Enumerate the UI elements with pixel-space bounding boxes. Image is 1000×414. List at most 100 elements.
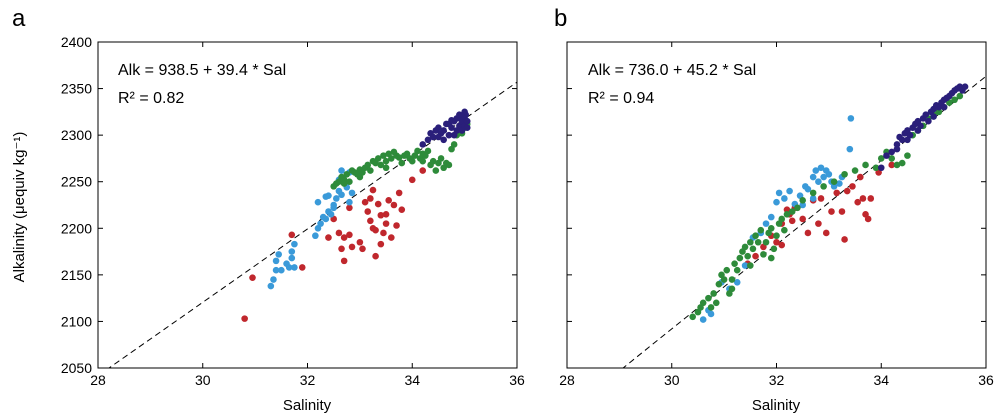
data-point bbox=[699, 316, 707, 323]
data-point bbox=[393, 222, 400, 229]
data-point bbox=[288, 254, 296, 262]
data-point bbox=[374, 200, 382, 208]
data-point bbox=[747, 262, 754, 269]
data-point bbox=[757, 226, 765, 234]
x-tick-label: 30 bbox=[664, 372, 680, 388]
data-point bbox=[877, 155, 885, 162]
data-point bbox=[752, 232, 759, 240]
data-point bbox=[450, 141, 458, 148]
data-point bbox=[893, 161, 901, 169]
data-point bbox=[883, 152, 890, 159]
data-point bbox=[762, 238, 770, 246]
y-tick-label: 2250 bbox=[61, 174, 92, 190]
data-series-1 bbox=[267, 167, 356, 290]
data-point bbox=[773, 198, 780, 206]
data-point bbox=[372, 252, 379, 260]
data-point bbox=[445, 161, 453, 169]
data-point bbox=[733, 266, 741, 274]
data-point bbox=[799, 201, 806, 209]
data-series-3 bbox=[419, 108, 471, 148]
data-point bbox=[736, 254, 744, 262]
data-point bbox=[825, 170, 833, 178]
data-point bbox=[291, 240, 298, 248]
data-point bbox=[689, 313, 696, 321]
data-point bbox=[788, 208, 796, 215]
data-point bbox=[788, 217, 796, 225]
data-point bbox=[752, 252, 759, 260]
data-point bbox=[437, 155, 445, 162]
data-series-2 bbox=[330, 120, 471, 190]
x-tick-label: 36 bbox=[509, 372, 525, 388]
y-tick-label: 2300 bbox=[61, 127, 92, 143]
data-point bbox=[762, 220, 770, 227]
data-point bbox=[786, 187, 793, 195]
data-point bbox=[374, 155, 382, 162]
data-point bbox=[815, 220, 822, 227]
data-point bbox=[877, 164, 885, 172]
data-point bbox=[448, 116, 455, 124]
data-point bbox=[804, 229, 812, 237]
y-tick-label: 2100 bbox=[61, 313, 92, 329]
data-point bbox=[898, 136, 906, 144]
data-point bbox=[463, 124, 471, 131]
data-point bbox=[843, 187, 851, 195]
equation-label: Alk = 938.5 + 39.4 * Sal bbox=[118, 62, 286, 79]
r-squared-label: R² = 0.82 bbox=[118, 90, 184, 107]
x-tick-label: 28 bbox=[559, 372, 575, 388]
data-point bbox=[285, 264, 293, 271]
data-point bbox=[956, 92, 964, 100]
data-point bbox=[838, 208, 846, 215]
data-point bbox=[408, 157, 416, 165]
x-tick-label: 30 bbox=[195, 372, 211, 388]
data-point bbox=[862, 161, 869, 169]
data-point bbox=[817, 195, 825, 202]
panel-label: b bbox=[554, 5, 567, 32]
data-series-1 bbox=[699, 115, 855, 323]
data-point bbox=[380, 229, 387, 237]
data-point bbox=[804, 185, 812, 193]
data-point bbox=[338, 245, 345, 253]
data-point bbox=[359, 245, 366, 253]
data-point bbox=[741, 243, 749, 251]
data-point bbox=[859, 195, 867, 202]
data-point bbox=[760, 251, 767, 258]
data-point bbox=[272, 266, 280, 274]
data-point bbox=[382, 157, 390, 165]
x-tick-label: 28 bbox=[90, 372, 106, 388]
data-point bbox=[904, 152, 911, 159]
data-point bbox=[741, 262, 749, 269]
data-point bbox=[377, 211, 385, 219]
data-point bbox=[445, 131, 453, 139]
data-point bbox=[830, 183, 838, 190]
x-tick-label: 36 bbox=[978, 372, 994, 388]
data-point bbox=[356, 173, 364, 181]
panel-b: b Salinity Alk = 736.0 + 45.2 * Sal R² =… bbox=[554, 5, 994, 414]
data-point bbox=[440, 127, 447, 134]
data-point bbox=[817, 164, 825, 172]
data-point bbox=[715, 280, 723, 288]
data-point bbox=[961, 83, 969, 91]
data-point bbox=[382, 220, 390, 227]
data-point bbox=[343, 170, 351, 178]
data-point bbox=[398, 206, 406, 213]
data-point bbox=[710, 290, 717, 297]
x-tick-label: 34 bbox=[873, 372, 889, 388]
data-point bbox=[440, 136, 447, 144]
data-point bbox=[432, 167, 440, 174]
data-point bbox=[395, 154, 403, 161]
data-point bbox=[783, 211, 791, 218]
data-point bbox=[951, 96, 958, 104]
data-point bbox=[712, 299, 720, 307]
data-point bbox=[424, 136, 432, 144]
data-point bbox=[348, 189, 356, 197]
data-point bbox=[424, 147, 432, 155]
data-point bbox=[775, 189, 783, 197]
data-point bbox=[408, 176, 416, 184]
data-point bbox=[369, 186, 377, 194]
data-point bbox=[888, 161, 896, 169]
data-point bbox=[346, 178, 353, 186]
data-point bbox=[322, 215, 330, 223]
data-point bbox=[348, 243, 356, 251]
data-point bbox=[778, 215, 786, 223]
